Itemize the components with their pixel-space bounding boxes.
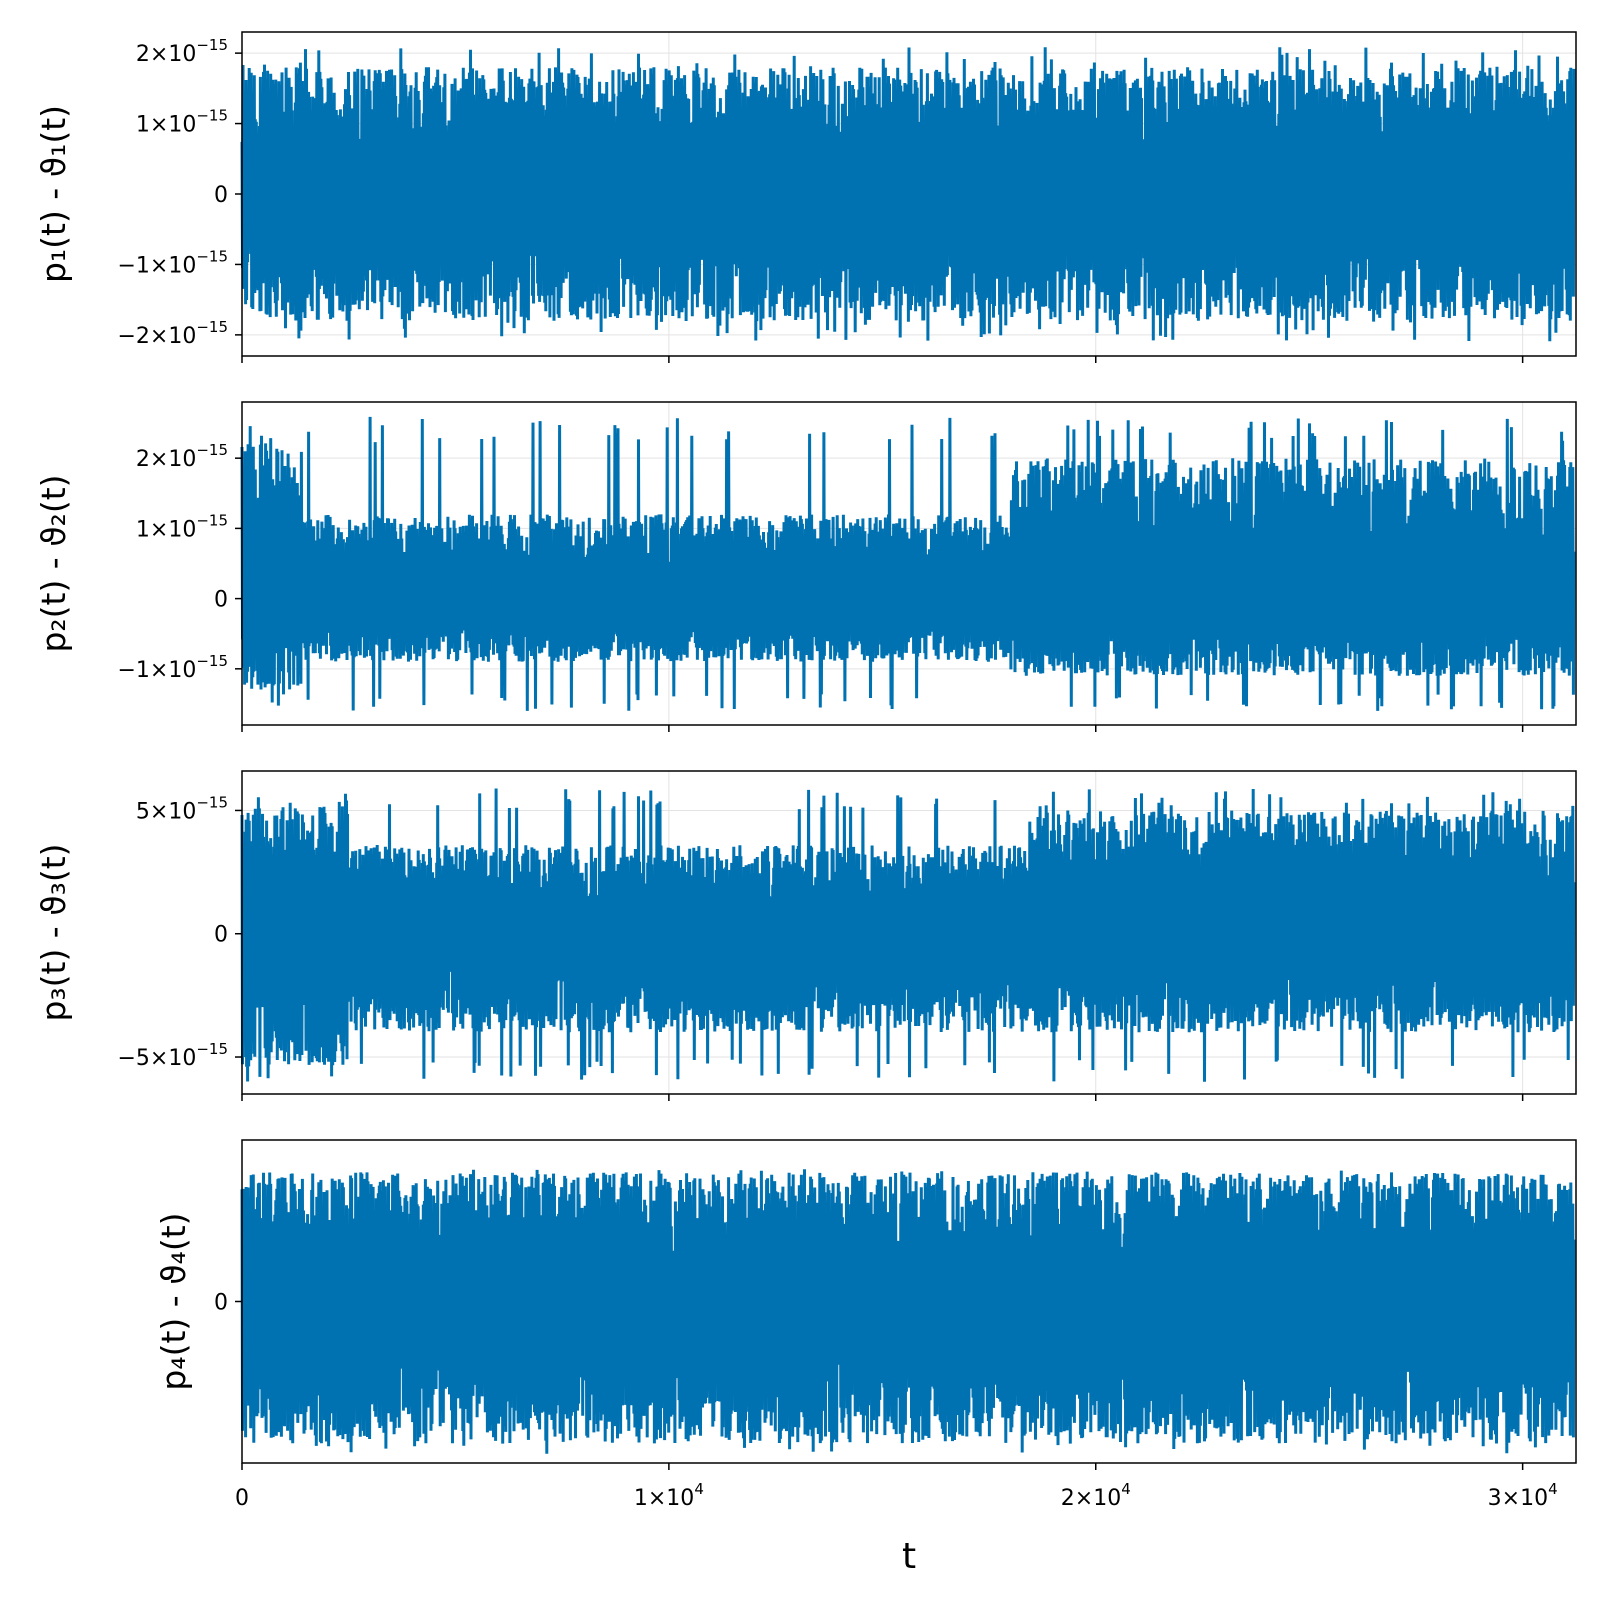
y-tick-label-mantissa: 1×10 — [136, 517, 196, 542]
y-tick-label-mantissa: −1×10 — [117, 658, 196, 683]
series-line — [240, 47, 1576, 342]
plot-frame — [241, 401, 1577, 726]
y-tick-label: 2×10−15 — [136, 441, 228, 472]
x-tick-label: 2×104 — [1061, 1480, 1131, 1511]
x-tick-label-mantissa: 0 — [235, 1486, 249, 1511]
y-tick-label-exponent: −15 — [196, 652, 228, 670]
y-axis-label: p₂(t) - ϑ₂(t) — [34, 474, 73, 652]
x-tick-label-exponent: 4 — [1121, 1480, 1131, 1498]
x-tick-label: 1×104 — [634, 1480, 704, 1511]
y-tick-label-mantissa: 5×10 — [136, 799, 196, 824]
y-tick-label-exponent: −15 — [196, 107, 228, 125]
y-tick-label: 1×10−15 — [136, 511, 228, 542]
y-tick-label-exponent: −15 — [196, 318, 228, 336]
y-axis-label: p₁(t) - ϑ₁(t) — [34, 105, 73, 283]
y-tick-label-mantissa: 2×10 — [136, 447, 196, 472]
x-tick-label-mantissa: 3×10 — [1488, 1486, 1548, 1511]
y-tick-label: 2×10−15 — [136, 36, 228, 67]
x-tick-label-exponent: 4 — [694, 1480, 704, 1498]
x-tick-label-mantissa: 1×10 — [634, 1486, 694, 1511]
y-axis-label: p₃(t) - ϑ₃(t) — [34, 843, 73, 1021]
y-tick-label-mantissa: −5×10 — [117, 1046, 196, 1071]
y-tick-label-mantissa: −2×10 — [117, 324, 196, 349]
x-tick-label-mantissa: 2×10 — [1061, 1486, 1121, 1511]
x-tick-label: 0 — [235, 1486, 249, 1511]
y-tick-label-mantissa: 0 — [214, 1291, 228, 1316]
y-tick-label: 5×10−15 — [136, 793, 228, 824]
y-tick-label: 0 — [214, 588, 228, 613]
y-tick-label-exponent: −15 — [196, 247, 228, 265]
y-tick-label-mantissa: 0 — [214, 923, 228, 948]
y-tick-label: 0 — [214, 183, 228, 208]
x-tick-label-exponent: 4 — [1548, 1480, 1558, 1498]
y-tick-label-mantissa: 2×10 — [136, 42, 196, 67]
plot-frame — [241, 770, 1577, 1095]
y-tick-label: 1×10−15 — [136, 107, 228, 138]
y-axis-label: p₄(t) - ϑ₄(t) — [154, 1212, 193, 1390]
y-tick-label-mantissa: 1×10 — [136, 113, 196, 138]
x-axis-label: t — [902, 1536, 916, 1577]
series-line — [240, 788, 1576, 1082]
series-line — [240, 416, 1576, 711]
y-tick-label-mantissa: 0 — [214, 183, 228, 208]
series-line — [240, 1169, 1576, 1454]
y-tick-label: −1×10−15 — [117, 247, 228, 278]
y-tick-label: −5×10−15 — [117, 1040, 228, 1071]
y-tick-label: 0 — [214, 923, 228, 948]
y-tick-label-mantissa: 0 — [214, 588, 228, 613]
y-tick-label-exponent: −15 — [196, 441, 228, 459]
y-tick-label-exponent: −15 — [196, 1040, 228, 1058]
y-tick-label-exponent: −15 — [196, 36, 228, 54]
y-tick-label-exponent: −15 — [196, 511, 228, 529]
y-tick-label: −1×10−15 — [117, 652, 228, 683]
x-tick-label: 3×104 — [1488, 1480, 1558, 1511]
y-tick-label: −2×10−15 — [117, 318, 228, 349]
y-tick-label: 0 — [214, 1291, 228, 1316]
y-tick-label-mantissa: −1×10 — [117, 253, 196, 278]
y-tick-label-exponent: −15 — [196, 793, 228, 811]
